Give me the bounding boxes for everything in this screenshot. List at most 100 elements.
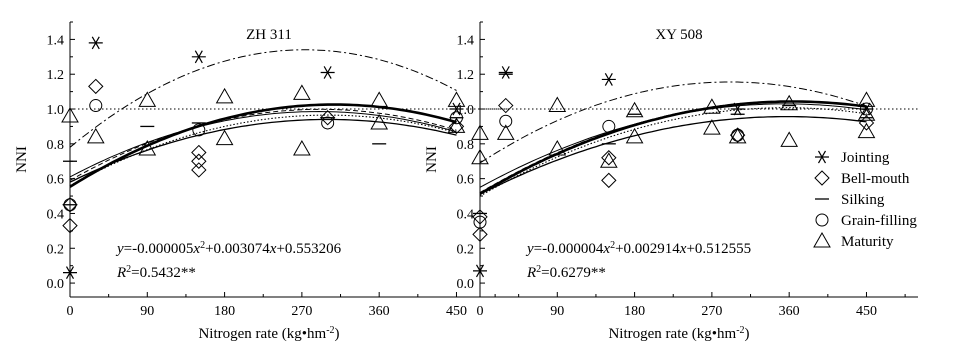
data-point-jointing bbox=[191, 50, 206, 64]
data-point-maturity bbox=[728, 127, 747, 144]
data-point-bell-mouth bbox=[472, 209, 488, 225]
fit-curve-solid bbox=[479, 115, 867, 195]
y-tick-label: 0.4 bbox=[457, 207, 475, 222]
y-tick-label: 1.4 bbox=[47, 33, 65, 48]
data-point-maturity bbox=[370, 113, 389, 130]
data-point-jointing bbox=[473, 264, 487, 278]
data-point-maturity bbox=[548, 96, 567, 113]
data-point-grain-filling bbox=[63, 198, 77, 212]
data-point-maturity bbox=[215, 87, 234, 104]
legend-label-grain-filling: Grain-filling bbox=[841, 213, 917, 229]
y-tick-label: 1.2 bbox=[457, 68, 475, 83]
y-tick-label: 1.4 bbox=[457, 33, 475, 48]
data-point-bell-mouth bbox=[729, 127, 746, 143]
x-tick-label: 270 bbox=[701, 304, 722, 319]
regression-equation: y=-0.000004x2+0.002914x+0.512555 bbox=[525, 240, 751, 258]
r-squared: R2=0.5432** bbox=[116, 264, 196, 282]
data-point-jointing bbox=[859, 102, 874, 116]
data-point-maturity bbox=[447, 117, 466, 133]
data-point-maturity bbox=[86, 127, 105, 144]
data-point-grain-filling bbox=[449, 111, 463, 125]
data-point-bell-mouth bbox=[191, 144, 207, 161]
x-tick-label: 90 bbox=[550, 304, 564, 319]
data-point-maturity bbox=[215, 129, 234, 146]
data-point-grain-filling bbox=[859, 102, 873, 116]
data-point-maturity bbox=[703, 119, 721, 135]
data-point-maturity bbox=[471, 124, 489, 140]
data-point-jointing bbox=[730, 102, 745, 116]
r-squared: R2=0.6279** bbox=[526, 264, 606, 282]
data-point-maturity bbox=[138, 140, 157, 156]
data-point-bell-mouth bbox=[88, 78, 104, 95]
data-point-maturity bbox=[471, 148, 489, 165]
data-point-maturity bbox=[857, 91, 876, 107]
data-point-grain-filling bbox=[731, 128, 745, 142]
panel-title: XY 508 bbox=[655, 27, 702, 43]
legend-marker-jointing bbox=[815, 150, 829, 164]
legend: Jointing Bell-mouth Silking Grain-filling Ma… bbox=[813, 150, 917, 250]
data-point-jointing bbox=[601, 73, 616, 86]
fit-curve-dashed bbox=[69, 108, 457, 181]
y-tick-label: 1.0 bbox=[47, 103, 65, 118]
data-point-grain-filling bbox=[321, 116, 335, 130]
data-point-grain-filling bbox=[89, 99, 103, 113]
x-tick-label: 450 bbox=[446, 304, 467, 319]
fit-curve-thin bbox=[69, 110, 457, 178]
fit-curve-dashdot bbox=[479, 81, 867, 164]
data-point-bell-mouth bbox=[62, 217, 78, 234]
legend-marker-grain-filling bbox=[815, 213, 829, 227]
data-point-bell-mouth bbox=[472, 226, 488, 243]
data-point-maturity bbox=[625, 101, 644, 118]
y-axis-title: NNI bbox=[424, 146, 440, 173]
data-point-maturity bbox=[447, 91, 466, 107]
data-point-maturity bbox=[370, 91, 389, 107]
y-tick-label: 1.0 bbox=[457, 103, 475, 118]
x-tick-label: 450 bbox=[856, 304, 877, 319]
data-point-maturity bbox=[857, 105, 876, 121]
x-tick-label: 90 bbox=[140, 304, 154, 319]
x-tick-label: 0 bbox=[67, 304, 74, 319]
x-tick-label: 180 bbox=[624, 304, 645, 319]
fit-curve-dashdot bbox=[69, 49, 457, 148]
data-point-maturity bbox=[599, 152, 618, 168]
data-point-bell-mouth bbox=[498, 97, 514, 114]
legend-marker-bell-mouth bbox=[814, 170, 830, 186]
data-point-jointing bbox=[320, 66, 335, 79]
x-tick-label: 180 bbox=[214, 304, 235, 319]
y-tick-label: 0.0 bbox=[47, 277, 65, 292]
x-tick-label: 360 bbox=[369, 304, 390, 319]
y-tick-label: 0.6 bbox=[457, 173, 475, 188]
x-axis-title: Nitrogen rate (kg•hm-2) bbox=[198, 325, 339, 343]
panel-zh311: 0.0 0.2 0.4 0.6 0.8 1.0 1.2 1.4 0 90 180 270 360 450 Z… bbox=[14, 21, 508, 343]
data-point-jointing bbox=[88, 36, 103, 50]
data-point-grain-filling bbox=[473, 215, 487, 229]
legend-label-bell-mouth: Bell-mouth bbox=[841, 171, 910, 187]
x-tick-label: 360 bbox=[779, 304, 800, 319]
fit-curve-solid bbox=[69, 118, 457, 183]
legend-label-jointing: Jointing bbox=[841, 150, 890, 166]
x-tick-label: 270 bbox=[291, 304, 312, 319]
data-point-maturity bbox=[625, 127, 644, 144]
data-point-maturity bbox=[857, 122, 876, 139]
data-point-bell-mouth bbox=[601, 150, 617, 166]
data-point-bell-mouth bbox=[62, 197, 78, 213]
data-point-jointing bbox=[63, 266, 77, 280]
data-point-bell-mouth bbox=[448, 118, 465, 135]
data-point-maturity bbox=[780, 94, 799, 111]
data-point-grain-filling bbox=[602, 119, 616, 133]
y-tick-label: 0.2 bbox=[457, 242, 475, 257]
panel-xy508: 0.0 0.2 0.4 0.6 0.8 1.0 1.2 1.4 0 90 180 270 360 450 X… bbox=[424, 21, 918, 343]
x-axis-title: Nitrogen rate (kg•hm-2) bbox=[608, 325, 749, 343]
fit-curve-bold bbox=[69, 103, 457, 188]
y-tick-label: 0.0 bbox=[457, 277, 475, 292]
data-point-maturity bbox=[293, 140, 311, 156]
y-tick-label: 1.2 bbox=[47, 68, 65, 83]
legend-label-maturity: Maturity bbox=[841, 234, 894, 250]
panel-title: ZH 311 bbox=[246, 27, 292, 43]
legend-marker-maturity bbox=[813, 231, 831, 248]
fit-curve-thin bbox=[479, 103, 867, 188]
data-point-maturity bbox=[138, 91, 157, 107]
data-point-maturity bbox=[548, 140, 567, 156]
y-tick-label: 0.8 bbox=[457, 138, 475, 153]
